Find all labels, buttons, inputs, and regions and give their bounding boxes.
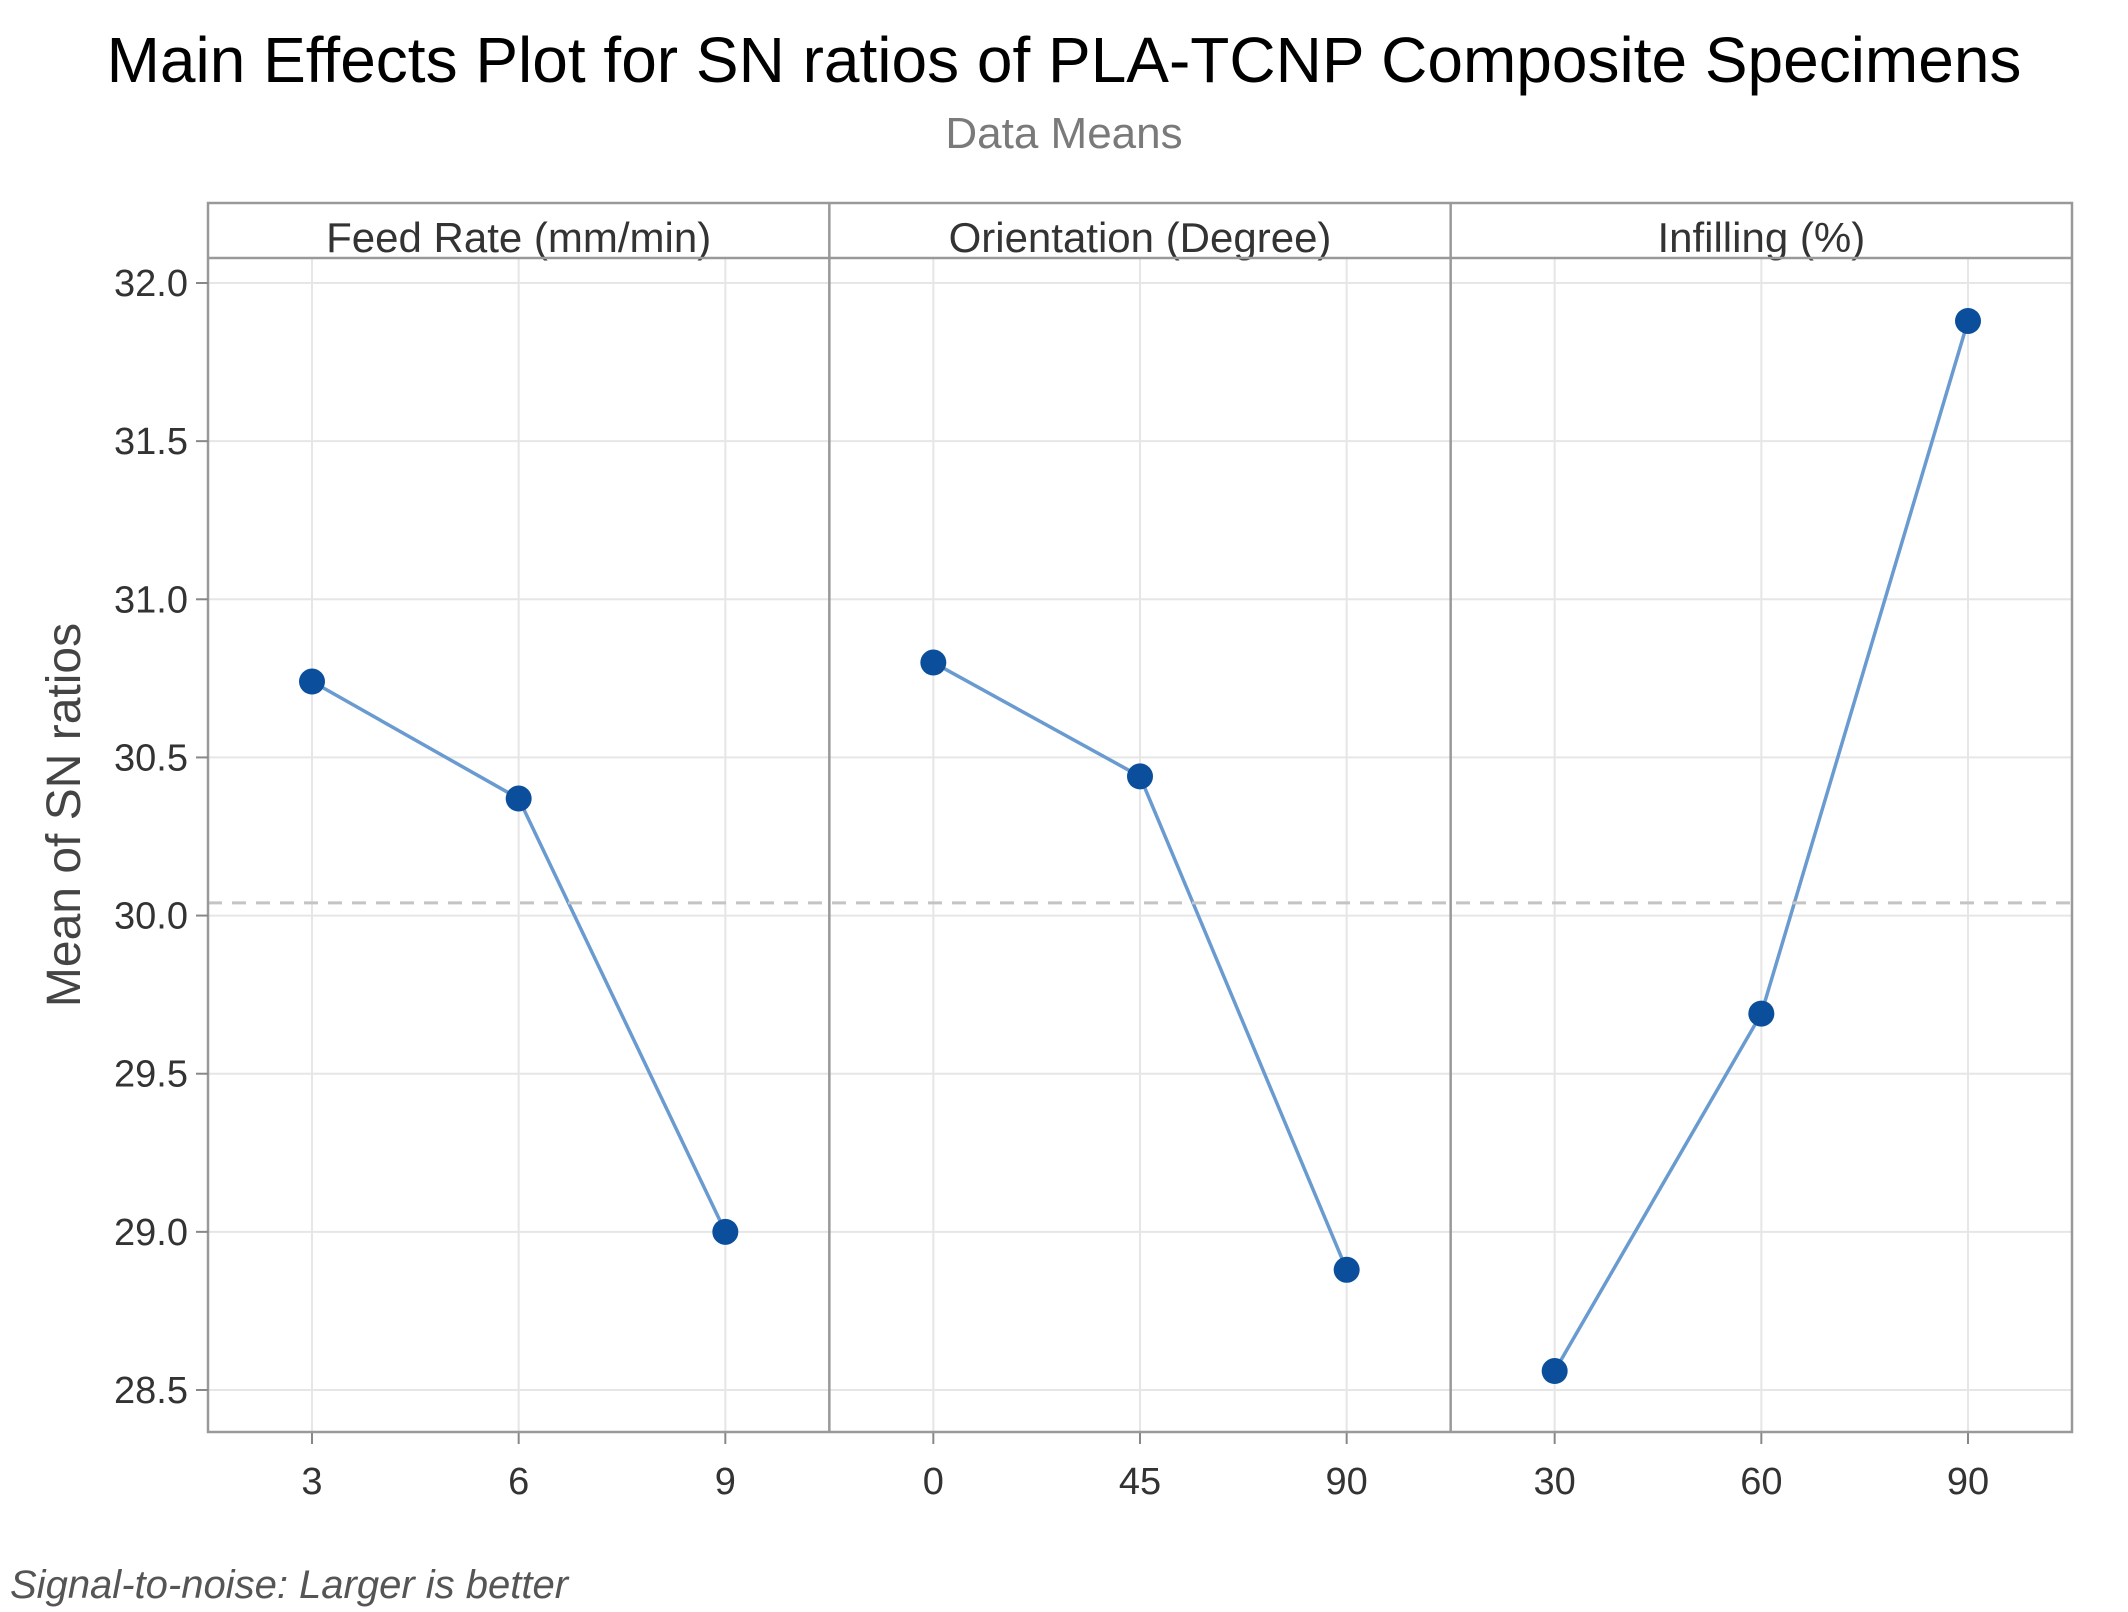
y-tick-label: 28.5 <box>114 1370 188 1412</box>
y-tick-label: 31.5 <box>114 421 188 463</box>
data-point <box>712 1218 739 1245</box>
x-tick-label: 90 <box>1947 1461 1989 1503</box>
y-tick-label: 30.0 <box>114 896 188 938</box>
footnote: Signal-to-noise: Larger is better <box>10 1563 570 1607</box>
y-tick-label: 30.5 <box>114 737 188 779</box>
panel-label: Infilling (%) <box>1657 214 1865 261</box>
y-axis-label: Mean of SN ratios <box>38 623 91 1007</box>
x-tick-label: 45 <box>1119 1461 1161 1503</box>
x-tick-label: 9 <box>715 1461 736 1503</box>
y-tick-label: 29.0 <box>114 1212 188 1254</box>
data-point <box>1955 307 1981 334</box>
chart-subtitle: Data Means <box>945 109 1182 158</box>
x-tick-label: 90 <box>1326 1461 1368 1503</box>
data-point <box>299 668 325 695</box>
chart-title: Main Effects Plot for SN ratios of PLA-T… <box>107 24 2022 96</box>
plot-frame <box>206 201 2074 1434</box>
data-point <box>1333 1256 1360 1283</box>
panel-label: Feed Rate (mm/min) <box>326 214 711 261</box>
y-tick-label: 31.0 <box>114 579 188 621</box>
data-point <box>1541 1358 1568 1385</box>
data-point <box>920 649 947 676</box>
data-point <box>505 785 532 812</box>
plot-area: Feed Rate (mm/min) 3 6 9 Orientation (Degree… <box>114 201 2074 1503</box>
panel-label: Orientation (Degree) <box>949 214 1332 261</box>
x-tick-label: 30 <box>1534 1461 1576 1503</box>
x-tick-label: 60 <box>1740 1461 1782 1503</box>
x-tick-label: 0 <box>923 1461 944 1503</box>
x-tick-label: 3 <box>301 1461 322 1503</box>
data-point <box>1127 763 1153 790</box>
data-point <box>1748 1000 1775 1027</box>
y-tick-label: 32.0 <box>114 263 188 305</box>
x-tick-label: 6 <box>508 1461 529 1503</box>
y-tick-label: 29.5 <box>114 1054 188 1096</box>
